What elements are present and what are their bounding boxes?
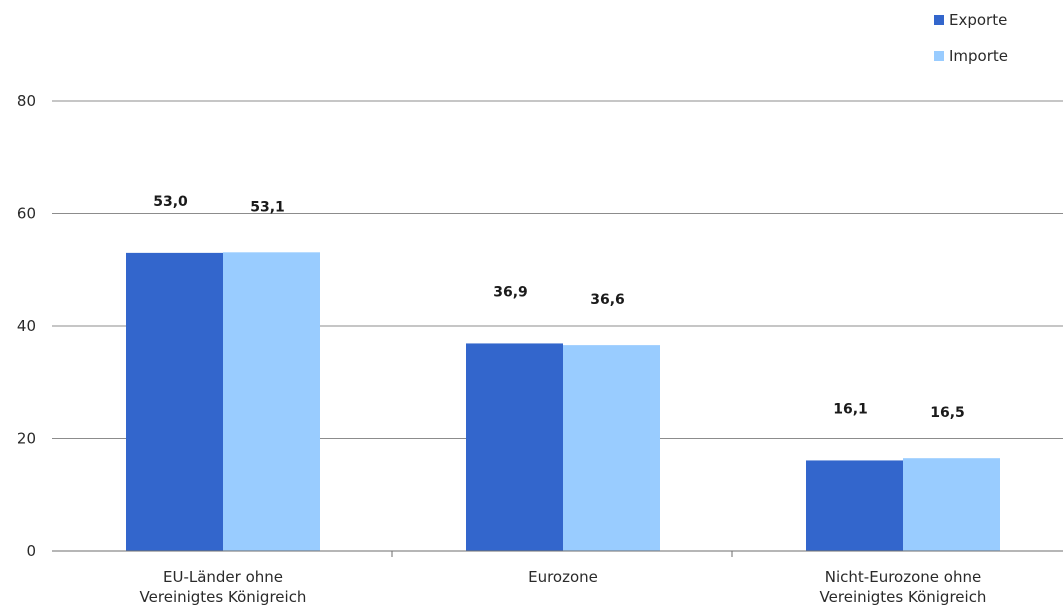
- x-category-label: Nicht-Eurozone ohne: [825, 568, 981, 586]
- data-label: 36,9: [493, 284, 528, 300]
- data-label: 16,5: [930, 405, 965, 421]
- data-labels: 53,0 53,1 36,9 36,6 16,1 16,5: [153, 194, 965, 421]
- data-label: 36,6: [590, 292, 625, 308]
- x-category-label: Vereinigtes Königreich: [140, 588, 307, 606]
- data-label: 16,1: [833, 401, 868, 417]
- data-label: 53,1: [250, 199, 285, 215]
- legend-label: Importe: [949, 47, 1008, 65]
- bar-importe: [903, 458, 1000, 551]
- legend-swatch: [934, 15, 944, 25]
- bar-exporte: [126, 252, 223, 551]
- bar-exporte: [806, 460, 903, 551]
- bars: [126, 252, 1000, 551]
- y-tick-label: 80: [17, 92, 36, 110]
- legend-label: Exporte: [949, 11, 1007, 29]
- bar-importe: [563, 345, 660, 551]
- legend: Exporte Importe: [934, 11, 1008, 65]
- y-tick-label: 60: [17, 205, 36, 223]
- legend-swatch: [934, 51, 944, 61]
- y-tick-label: 20: [17, 430, 36, 448]
- y-tick-label: 0: [26, 542, 36, 560]
- data-label: 53,0: [153, 194, 188, 210]
- axes: 0 20 40 60 80 EU-Länder ohne Vereinigtes König…: [17, 92, 1063, 606]
- bar-importe: [223, 252, 320, 551]
- bar-exporte: [466, 343, 563, 551]
- x-category-label: EU-Länder ohne: [163, 568, 283, 586]
- x-category-label: Vereinigtes Königreich: [820, 588, 987, 606]
- x-category-label: Eurozone: [528, 568, 598, 586]
- y-tick-label: 40: [17, 317, 36, 335]
